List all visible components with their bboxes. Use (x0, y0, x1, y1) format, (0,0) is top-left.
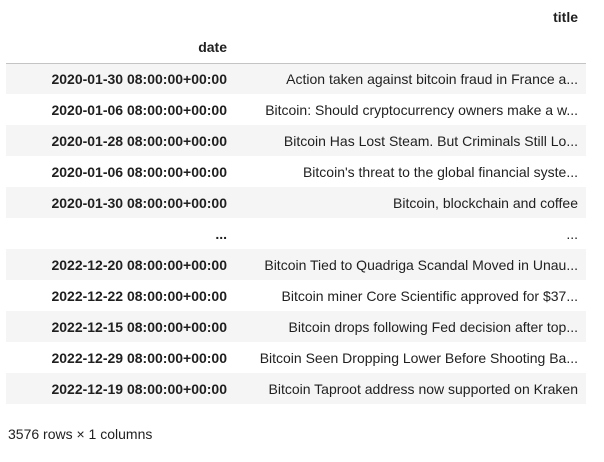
index-name-row: date (6, 32, 586, 64)
table-row: 2022-12-22 08:00:00+00:00 Bitcoin miner … (6, 280, 586, 311)
column-header-row: title (6, 2, 586, 32)
table-row: 2022-12-15 08:00:00+00:00 Bitcoin drops … (6, 311, 586, 342)
row-title-cell: Action taken against bitcoin fraud in Fr… (286, 70, 578, 87)
table-row: 2020-01-30 08:00:00+00:00 Bitcoin, block… (6, 187, 586, 218)
row-index-date: 2022-12-15 08:00:00+00:00 (51, 318, 227, 335)
row-index-date: 2020-01-28 08:00:00+00:00 (51, 132, 227, 149)
row-index-date: 2020-01-30 08:00:00+00:00 (51, 194, 227, 211)
table-row: 2020-01-06 08:00:00+00:00 Bitcoin: Shoul… (6, 94, 586, 125)
row-title-cell: Bitcoin Has Lost Steam. But Criminals St… (283, 132, 578, 149)
row-title-cell: Bitcoin Tied to Quadriga Scandal Moved i… (264, 256, 578, 273)
table-row-ellipsis: ... ... (6, 218, 586, 249)
row-index-date: 2022-12-29 08:00:00+00:00 (51, 349, 227, 366)
table-body: 2020-01-30 08:00:00+00:00 Action taken a… (6, 63, 586, 404)
row-title-cell: Bitcoin Seen Dropping Lower Before Shoot… (259, 349, 578, 366)
index-name-date: date (6, 32, 235, 64)
row-title-ellipsis: ... (566, 225, 578, 242)
row-title-cell: Bitcoin drops following Fed decision aft… (288, 318, 579, 335)
table-row: 2022-12-29 08:00:00+00:00 Bitcoin Seen D… (6, 342, 586, 373)
table-header: title date (6, 2, 586, 64)
row-title-cell: Bitcoin Taproot address now supported on… (268, 380, 579, 397)
row-index-date: 2022-12-19 08:00:00+00:00 (51, 380, 227, 397)
row-title-cell: Bitcoin, blockchain and coffee (393, 194, 578, 211)
row-index-ellipsis: ... (215, 225, 227, 242)
row-title-cell: Bitcoin: Should cryptocurrency owners ma… (265, 101, 578, 118)
row-index-date: 2020-01-06 08:00:00+00:00 (51, 163, 227, 180)
dataframe-table: title date 2020-01-30 08:00:00+00:00 Act… (6, 2, 586, 404)
row-index-date: 2020-01-30 08:00:00+00:00 (51, 70, 227, 87)
column-header-title: title (553, 9, 578, 25)
index-name-blank-cell (235, 32, 586, 64)
header-blank-cell (6, 2, 235, 32)
table-row: 2020-01-30 08:00:00+00:00 Action taken a… (6, 63, 586, 94)
table-row: 2022-12-20 08:00:00+00:00 Bitcoin Tied t… (6, 249, 586, 280)
row-index-date: 2020-01-06 08:00:00+00:00 (51, 101, 227, 118)
row-title-cell: Bitcoin's threat to the global financial… (302, 163, 578, 180)
row-index-date: 2022-12-22 08:00:00+00:00 (51, 287, 227, 304)
table-row: 2022-12-19 08:00:00+00:00 Bitcoin Taproo… (6, 373, 586, 404)
table-row: 2020-01-06 08:00:00+00:00 Bitcoin's thre… (6, 156, 586, 187)
table-row: 2020-01-28 08:00:00+00:00 Bitcoin Has Lo… (6, 125, 586, 156)
row-index-date: 2022-12-20 08:00:00+00:00 (51, 256, 227, 273)
dataframe-shape-summary: 3576 rows × 1 columns (8, 426, 153, 442)
row-title-cell: Bitcoin miner Core Scientific approved f… (281, 287, 578, 304)
